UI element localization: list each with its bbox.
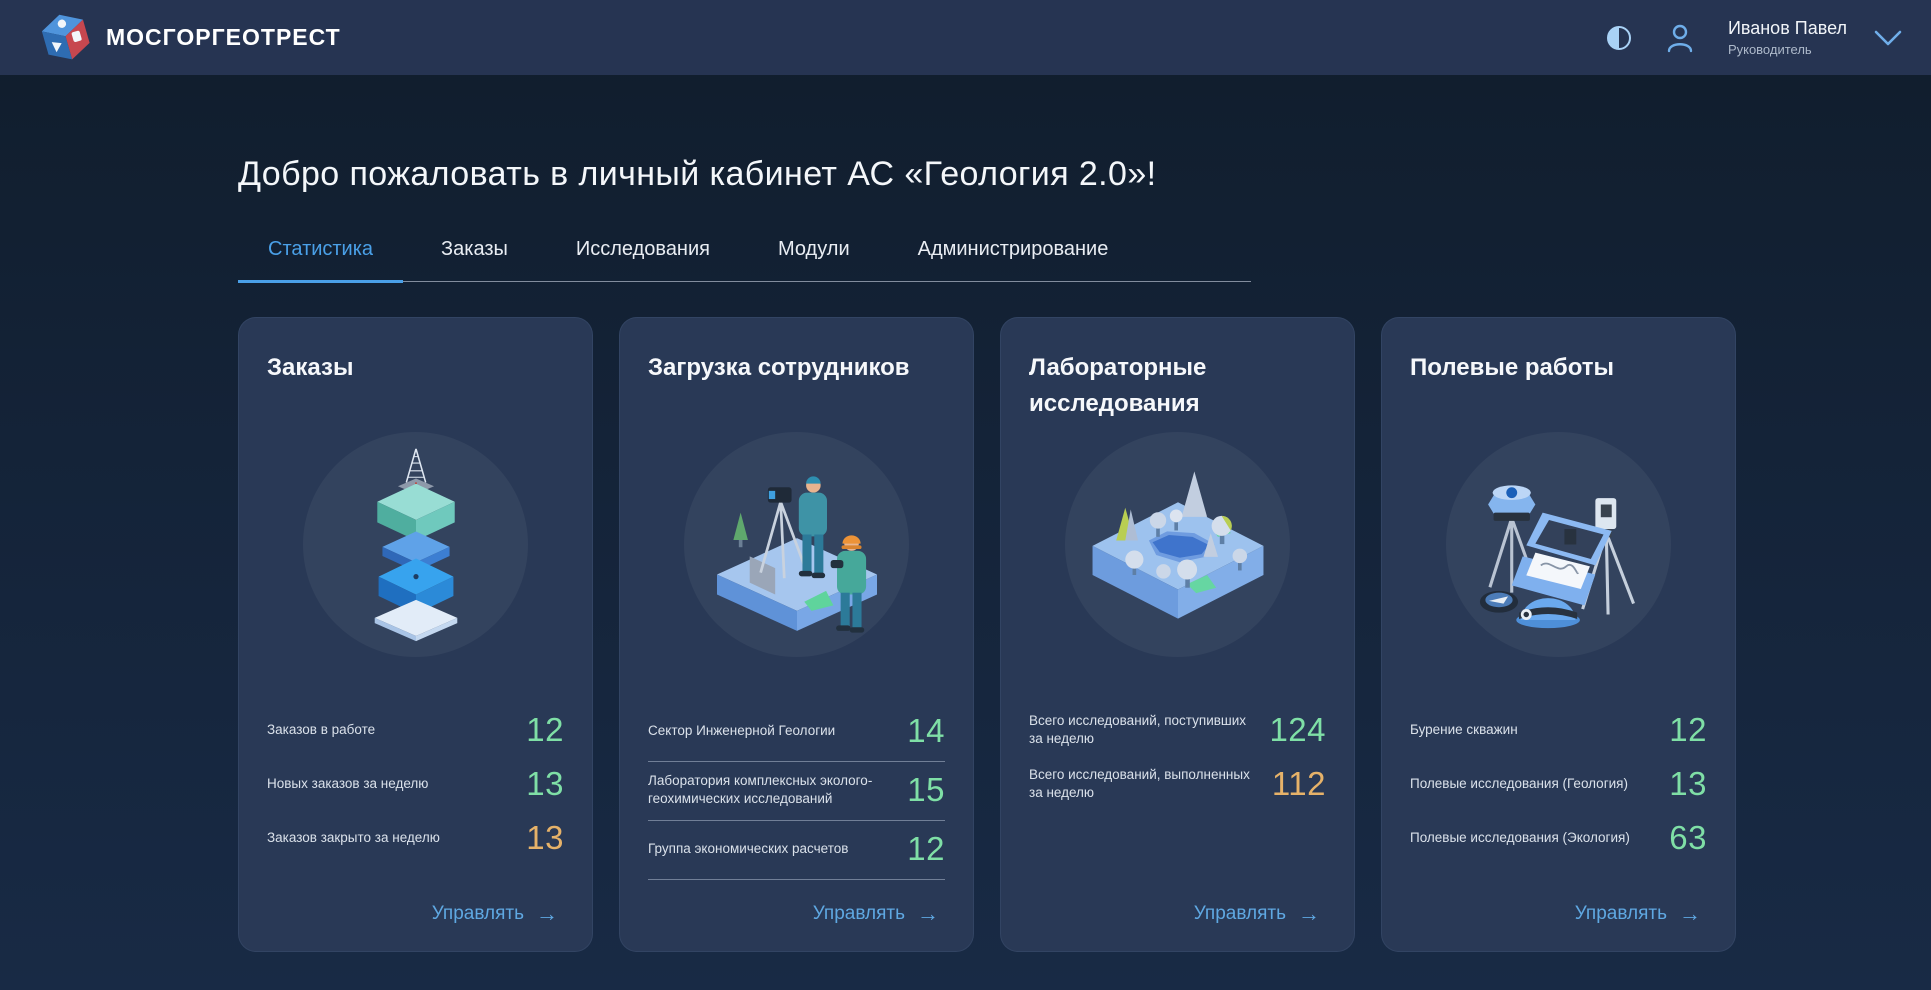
stat-value: 13 <box>526 819 564 856</box>
contrast-icon <box>1606 25 1631 50</box>
card-title: Лабораторные исследования <box>1029 354 1207 417</box>
stat-card-3: Полевые работы Бурение скважин 12 Полевы… <box>1381 317 1736 952</box>
tab-label: Администрирование <box>917 238 1109 260</box>
stat-row: Заказов в работе 12 <box>267 703 564 757</box>
card-stats: Бурение скважин 12 Полевые исследования … <box>1410 703 1707 903</box>
card-illustration <box>684 432 909 657</box>
user-role: Руководитель <box>1727 42 1812 57</box>
tab-bar: Статистика Заказы Исследования Модули Ад… <box>238 238 1251 283</box>
stat-value: 14 <box>907 712 945 749</box>
arrow-right-icon: → <box>536 901 558 926</box>
stat-label: Полевые исследования (Экология) <box>1410 829 1630 845</box>
stats-cards: Заказы Заказов в работе 12 Новых заказов… <box>238 317 1931 952</box>
stat-label: Всего исследований, поступивших за недел… <box>1029 712 1247 746</box>
person-icon <box>1667 24 1693 52</box>
stat-row: Лаборатория комплексных эколого-геохимич… <box>648 762 945 821</box>
stat-label: Новых заказов за неделю <box>267 775 429 791</box>
chevron-down-icon[interactable] <box>1873 29 1903 47</box>
arrow-right-icon: → <box>917 901 939 926</box>
field-equipment-illustration <box>1479 485 1635 629</box>
stat-label: Всего исследований, выполненных за недел… <box>1029 766 1250 800</box>
manage-link[interactable]: Управлять → <box>1194 903 1326 925</box>
user-menu[interactable]: Иванов Павел Руководитель <box>1728 18 1903 57</box>
stat-label: Сектор Инженерной Геологии <box>648 722 836 738</box>
theme-toggle-button[interactable] <box>1606 25 1632 51</box>
manage-link[interactable]: Управлять → <box>1575 903 1707 925</box>
tab-4[interactable]: Администрирование <box>888 238 1139 283</box>
page-title: Добро пожаловать в личный кабинет АС «Ге… <box>238 155 1157 193</box>
manage-label: Управлять <box>431 903 524 924</box>
stat-label: Группа экономических расчетов <box>648 840 849 856</box>
brand-name: МОСГОРГЕОТРЕСТ <box>106 24 341 50</box>
card-illustration <box>303 432 528 657</box>
app-header: МОСГОРГЕОТРЕСТ Иванов Павел Руководитель <box>0 0 1931 75</box>
card-illustration <box>1065 432 1290 657</box>
stat-value: 13 <box>1669 765 1707 802</box>
stat-card-1: Загрузка сотрудников Сектор Инженерной Г… <box>619 317 974 952</box>
tab-label: Модули <box>777 238 850 260</box>
tab-label: Исследования <box>575 238 710 260</box>
surveyors-illustration <box>716 476 877 633</box>
manage-label: Управлять <box>1574 903 1667 924</box>
tab-1[interactable]: Заказы <box>411 238 538 283</box>
tab-label: Статистика <box>268 238 374 260</box>
stat-value: 112 <box>1271 765 1326 802</box>
stat-label: Полевые исследования (Геология) <box>1410 775 1628 791</box>
stat-row: Группа экономических расчетов 12 <box>648 821 945 880</box>
card-stats: Заказов в работе 12 Новых заказов за нед… <box>267 703 564 903</box>
manage-link[interactable]: Управлять → <box>813 903 945 925</box>
tab-3[interactable]: Модули <box>748 238 880 283</box>
stat-label: Бурение скважин <box>1410 721 1518 737</box>
stat-value: 13 <box>526 765 564 802</box>
user-name: Иванов Павел <box>1727 18 1847 38</box>
card-title: Заказы <box>267 354 354 381</box>
stat-row: Полевые исследования (Геология) 13 <box>1410 757 1707 811</box>
profile-button[interactable] <box>1666 23 1694 53</box>
stat-card-2: Лабораторные исследования Всего исследов… <box>1000 317 1355 952</box>
card-title: Полевые работы <box>1410 354 1614 381</box>
stat-value: 15 <box>907 771 945 808</box>
drilling-rig-illustration <box>374 448 457 641</box>
card-stats: Сектор Инженерной Геологии 14 Лаборатори… <box>648 703 945 903</box>
stat-value: 12 <box>526 711 564 748</box>
stat-row: Всего исследований, поступивших за недел… <box>1029 703 1326 757</box>
card-illustration <box>1446 432 1671 657</box>
stat-value: 12 <box>907 830 945 867</box>
logo[interactable]: МОСГОРГЕОТРЕСТ <box>40 10 341 66</box>
stat-value: 63 <box>1669 819 1707 856</box>
stat-value: 12 <box>1669 711 1707 748</box>
stat-row: Сектор Инженерной Геологии 14 <box>648 703 945 762</box>
tab-label: Заказы <box>441 238 508 260</box>
tab-2[interactable]: Исследования <box>546 238 740 283</box>
stat-label: Лаборатория комплексных эколого-геохимич… <box>648 772 873 806</box>
stat-row: Всего исследований, выполненных за недел… <box>1029 757 1326 811</box>
tab-0[interactable]: Статистика <box>238 238 404 283</box>
stat-card-0: Заказы Заказов в работе 12 Новых заказов… <box>238 317 593 952</box>
manage-link[interactable]: Управлять → <box>432 903 564 925</box>
arrow-right-icon: → <box>1679 901 1701 926</box>
logo-cube-icon <box>41 14 90 59</box>
card-title: Загрузка сотрудников <box>648 354 910 381</box>
stat-value: 124 <box>1269 711 1326 748</box>
stat-label: Заказов в работе <box>267 721 376 737</box>
manage-label: Управлять <box>1193 903 1286 924</box>
terrain-lake-illustration <box>1092 470 1263 619</box>
stat-label: Заказов закрыто за неделю <box>267 829 440 845</box>
stat-row: Полевые исследования (Экология) 63 <box>1410 811 1707 865</box>
card-stats: Всего исследований, поступивших за недел… <box>1029 703 1326 903</box>
stat-row: Новых заказов за неделю 13 <box>267 757 564 811</box>
stat-row: Заказов закрыто за неделю 13 <box>267 811 564 865</box>
main-content: Добро пожаловать в личный кабинет АС «Ге… <box>0 155 1931 952</box>
arrow-right-icon: → <box>1298 901 1320 926</box>
stat-row: Бурение скважин 12 <box>1410 703 1707 757</box>
manage-label: Управлять <box>812 903 905 924</box>
